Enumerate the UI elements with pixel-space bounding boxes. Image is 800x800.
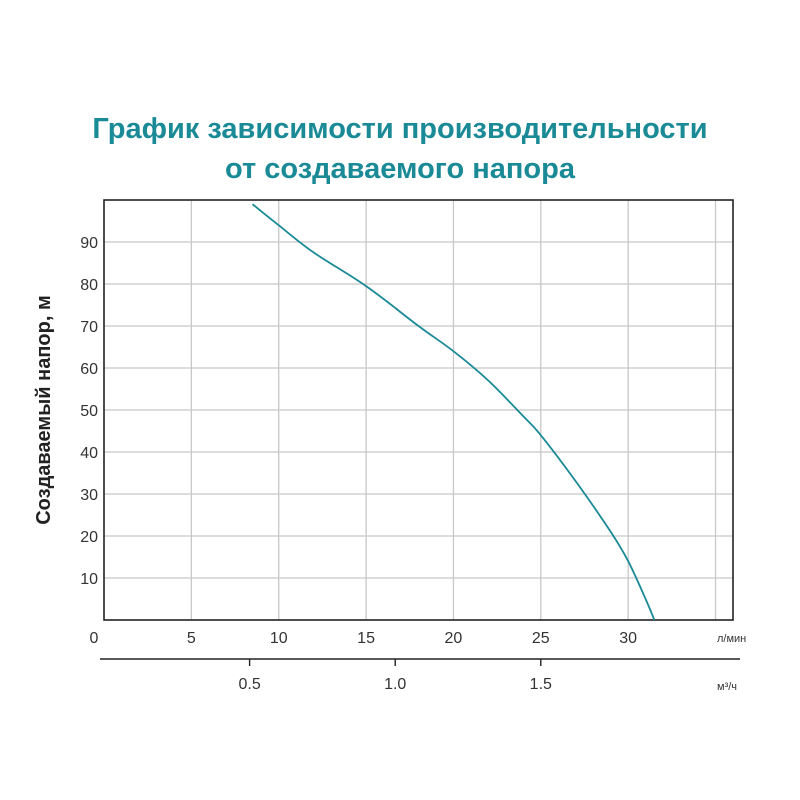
y-tick-label: 20 xyxy=(80,529,98,546)
y-tick-label: 60 xyxy=(80,361,98,378)
y-tick-label: 70 xyxy=(80,319,98,336)
series-line xyxy=(251,203,656,621)
y-tick-label: 40 xyxy=(80,445,98,462)
chart-title-line-1: График зависимости производительности xyxy=(92,113,708,145)
x-tick-label: 20 xyxy=(445,630,463,647)
y-tick-label: 30 xyxy=(80,487,98,504)
secondary-x-tick-label: 1.5 xyxy=(530,676,552,693)
chart-title-line-2: от создаваемого напора xyxy=(225,153,575,185)
secondary-x-tick-label: 1.0 xyxy=(384,676,406,693)
secondary-x-tick-label: 0.5 xyxy=(238,676,260,693)
secondary-x-unit-label: м³/ч xyxy=(717,681,737,693)
x-tick-label: 15 xyxy=(357,630,375,647)
x-tick-label: 0 xyxy=(90,630,99,647)
y-tick-label: 90 xyxy=(80,235,98,252)
plot-frame xyxy=(103,199,734,621)
y-axis-label: Создаваемый напор, м xyxy=(33,295,55,525)
x-tick-label: 25 xyxy=(532,630,550,647)
x-tick-label: 30 xyxy=(619,630,637,647)
y-tick-label: 80 xyxy=(80,277,98,294)
x-tick-label: 10 xyxy=(270,630,288,647)
y-tick-label: 10 xyxy=(80,571,98,588)
x-unit-label: л/мин xyxy=(717,633,746,645)
x-tick-label: 5 xyxy=(187,630,196,647)
y-tick-label: 50 xyxy=(80,403,98,420)
